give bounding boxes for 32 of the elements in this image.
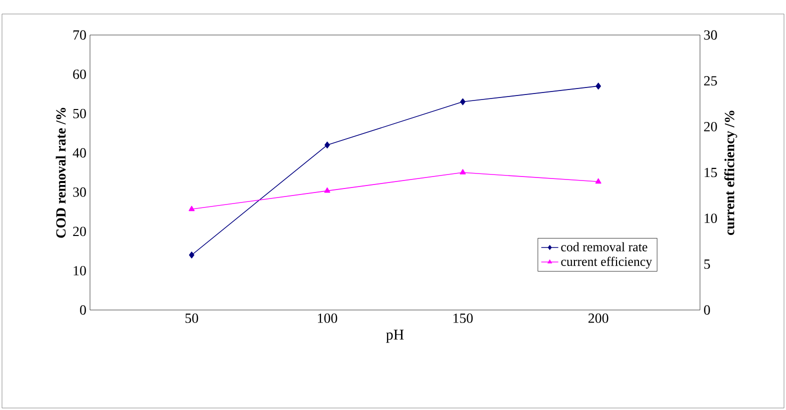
y-tick-label: 20 <box>73 226 86 236</box>
point <box>189 252 194 258</box>
y-axis-title: COD removal rate /% <box>56 108 66 238</box>
x-tick-label: 200 <box>588 314 608 323</box>
x-axis-title: pH <box>386 330 404 343</box>
y2-tick-label: 30 <box>704 30 717 40</box>
point <box>460 98 466 106</box>
y2-tick-label: 0 <box>704 305 710 315</box>
x-tick-label: 50 <box>186 314 198 323</box>
y-tick-label: 30 <box>73 187 86 197</box>
y-tick-label: 0 <box>80 305 86 315</box>
y2-tick-label: 5 <box>704 260 710 269</box>
y-tick-label: 50 <box>73 108 86 118</box>
y2-tick-label: 15 <box>704 168 717 178</box>
legend-label: cod removal rate <box>561 242 648 252</box>
y-tick-label: 40 <box>72 148 86 158</box>
y-tick-label: 10 <box>74 266 86 276</box>
y2-axis-title: current efficiency /% <box>724 110 738 236</box>
y2-tick-label: 25 <box>704 76 717 86</box>
point <box>595 178 602 184</box>
point <box>324 187 330 193</box>
point <box>324 142 330 148</box>
x-tick-label: 100 <box>318 314 338 323</box>
x-tick-label: 150 <box>454 314 473 323</box>
y2-tick-label: 20 <box>704 122 717 132</box>
point <box>596 82 601 90</box>
y-tick-label: 70 <box>73 30 86 40</box>
legend-label: current efficiency <box>561 256 652 269</box>
y-tick-label: 60 <box>73 70 86 79</box>
point <box>188 206 195 212</box>
y2-tick-label: 10 <box>704 214 717 224</box>
point <box>460 169 466 174</box>
